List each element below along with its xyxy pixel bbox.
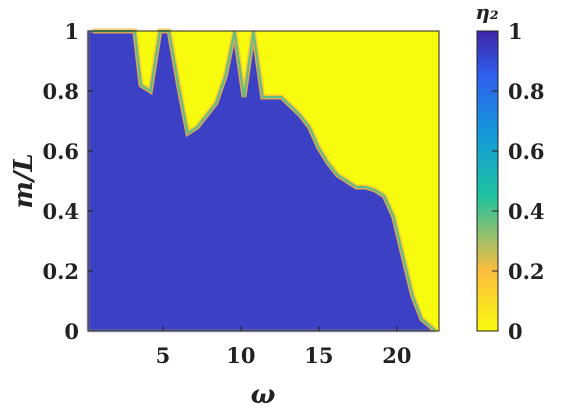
x-tick-label: 20 (382, 343, 411, 368)
y-tick-label: 0.2 (42, 259, 79, 284)
colorbar-label: η₂ (475, 0, 499, 24)
colorbar-gradient (476, 30, 499, 332)
y-tick-label: 0.4 (42, 199, 79, 224)
colorbar-ticks: 0 0.2 0.4 0.6 0.8 1 (492, 19, 545, 344)
y-axis-label: m/L (9, 153, 39, 208)
colorbar-tick-label: 0.2 (508, 259, 545, 284)
x-tick-label: 15 (304, 343, 333, 368)
colorbar-tick-label: 0 (508, 319, 523, 344)
x-tick-label: 5 (156, 343, 171, 368)
x-axis-ticks: 5 10 15 20 (156, 326, 411, 368)
colorbar: η₂ (475, 0, 499, 332)
colorbar-tick-label: 1 (508, 19, 523, 44)
x-axis-label: ω (251, 380, 276, 410)
y-axis-ticks: 0 0.2 0.4 0.6 0.8 1 (42, 19, 93, 344)
colorbar-tick-label: 0.4 (508, 199, 545, 224)
plot-frame (87, 30, 440, 332)
y-tick-label: 0.8 (42, 79, 79, 104)
y-tick-label: 0 (64, 319, 79, 344)
high-region (88, 31, 436, 331)
x-tick-label: 10 (226, 343, 255, 368)
colorbar-tick-label: 0.8 (508, 79, 545, 104)
y-tick-label: 1 (64, 19, 79, 44)
y-tick-label: 0.6 (42, 139, 79, 164)
colorbar-tick-label: 0.6 (508, 139, 545, 164)
plot-area (87, 28, 440, 333)
